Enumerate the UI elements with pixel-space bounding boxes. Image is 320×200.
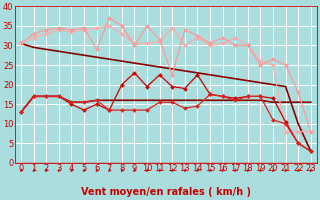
X-axis label: Vent moyen/en rafales ( km/h ): Vent moyen/en rafales ( km/h ) [81, 187, 251, 197]
